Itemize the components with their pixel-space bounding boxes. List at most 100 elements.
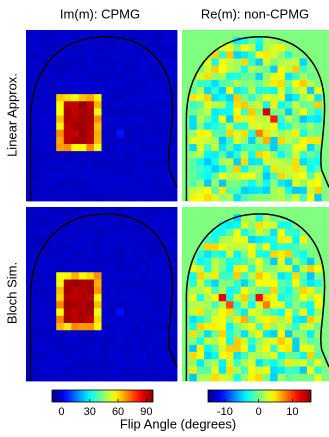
heatmap-cell [109, 59, 117, 67]
heatmap-cell [263, 173, 271, 181]
heatmap-cell [56, 309, 64, 317]
heatmap-cell [86, 316, 94, 324]
heatmap-cell [71, 44, 79, 52]
heatmap-cell [132, 187, 140, 195]
heatmap-cell [154, 374, 162, 382]
heatmap-cell [292, 229, 300, 237]
heatmap-cell [263, 251, 271, 259]
heatmap-cell [300, 258, 308, 266]
heatmap-cell [292, 243, 300, 251]
heatmap-cell [256, 272, 264, 280]
heatmap-cell [211, 280, 219, 288]
heatmap-cell [256, 173, 264, 181]
heatmap-cell [132, 338, 140, 346]
heatmap-cell [124, 359, 132, 367]
heatmap-cell [86, 51, 94, 59]
heatmap-panel [26, 30, 177, 201]
heatmap-cell [322, 294, 329, 302]
heatmap-cell [285, 51, 293, 59]
heatmap-cell [49, 287, 57, 295]
heatmap-cell [219, 108, 227, 116]
heatmap-cell [162, 87, 170, 95]
heatmap-cell [182, 44, 190, 52]
heatmap-cell [71, 66, 79, 74]
heatmap-cell [270, 158, 278, 166]
heatmap-cell [154, 359, 162, 367]
heatmap-cell [211, 243, 219, 251]
heatmap-cell [278, 236, 286, 244]
heatmap-cell [278, 194, 286, 202]
heatmap-cell [263, 280, 271, 288]
heatmap-cell [256, 165, 264, 173]
heatmap-cell [292, 251, 300, 259]
heatmap-cell [102, 330, 110, 338]
heatmap-cell [307, 214, 315, 222]
heatmap-cell [226, 301, 234, 309]
heatmap-cell [169, 144, 177, 152]
heatmap-cell [79, 144, 87, 152]
heatmap-cell [139, 243, 147, 251]
heatmap-cell [204, 116, 212, 124]
heatmap-cell [241, 187, 249, 195]
heatmap-cell [49, 37, 57, 45]
heatmap-cell [139, 66, 147, 74]
heatmap-cell [41, 194, 49, 202]
heatmap-cell [117, 137, 125, 145]
heatmap-cell [94, 222, 102, 230]
heatmap-cell [241, 323, 249, 331]
heatmap-cell [189, 236, 197, 244]
heatmap-cell [314, 44, 322, 52]
heatmap-cell [248, 294, 256, 302]
heatmap-cell [49, 352, 57, 360]
heatmap-cell [41, 345, 49, 353]
heatmap-cell [49, 251, 57, 259]
heatmap-cell [278, 94, 286, 102]
heatmap-cell [219, 158, 227, 166]
heatmap-cell [86, 352, 94, 360]
heatmap-cell [292, 59, 300, 67]
heatmap-cell [124, 73, 132, 81]
heatmap-cell [292, 236, 300, 244]
heatmap-cell [233, 316, 241, 324]
heatmap-cell [211, 87, 219, 95]
heatmap-cell [263, 66, 271, 74]
heatmap-cell [256, 94, 264, 102]
heatmap-cell [109, 44, 117, 52]
heatmap-cell [226, 207, 234, 215]
heatmap-cell [270, 287, 278, 295]
heatmap-cell [211, 30, 219, 38]
heatmap-cell [300, 265, 308, 273]
heatmap-cell [263, 108, 271, 116]
heatmap-cell [132, 287, 140, 295]
heatmap-cell [79, 80, 87, 88]
heatmap-cell [124, 251, 132, 259]
heatmap-cell [41, 73, 49, 81]
heatmap-cell [79, 194, 87, 202]
heatmap-cell [278, 352, 286, 360]
heatmap-cell [117, 59, 125, 67]
heatmap-cell [314, 309, 322, 317]
heatmap-cell [109, 309, 117, 317]
heatmap-cell [49, 80, 57, 88]
heatmap-cell [94, 194, 102, 202]
heatmap-cell [285, 316, 293, 324]
heatmap-cell [278, 66, 286, 74]
heatmap-cell [256, 301, 264, 309]
heatmap-cell [256, 187, 264, 195]
heatmap-cell [64, 272, 72, 280]
heatmap-cell [189, 144, 197, 152]
heatmap-cell [248, 66, 256, 74]
heatmap-cell [79, 367, 87, 375]
heatmap-cell [248, 243, 256, 251]
heatmap-cell [71, 272, 79, 280]
heatmap-cell [86, 108, 94, 116]
heatmap-cell [169, 116, 177, 124]
heatmap-cell [233, 207, 241, 215]
heatmap-cell [109, 345, 117, 353]
heatmap-cell [322, 272, 329, 280]
heatmap-cell [109, 316, 117, 324]
heatmap-cell [102, 338, 110, 346]
heatmap-cell [292, 323, 300, 331]
heatmap-cell [256, 137, 264, 145]
heatmap-cell [241, 73, 249, 81]
